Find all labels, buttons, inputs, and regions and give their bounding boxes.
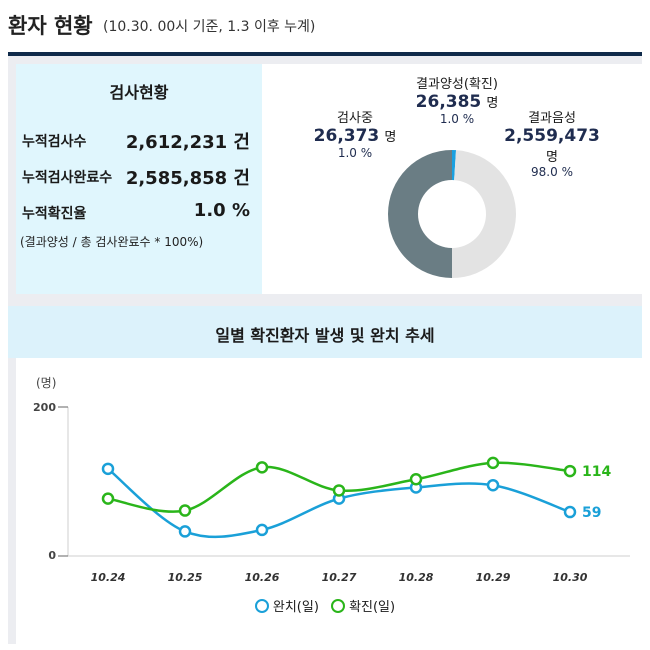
page-title: 환자 현황 bbox=[8, 14, 93, 38]
data-point[interactable] bbox=[255, 461, 269, 474]
data-point[interactable] bbox=[178, 525, 192, 538]
chart-legend: 완치(일) 확진(일) bbox=[0, 596, 650, 617]
testing-unit: 명 bbox=[384, 130, 397, 145]
legend-released-marker bbox=[254, 598, 269, 613]
donut-label-negative: 결과음성 2,559,473 명 98.0 % bbox=[492, 107, 612, 179]
y-axis-label: (명) bbox=[36, 376, 56, 390]
negative-unit: 명 bbox=[546, 150, 558, 165]
data-point[interactable] bbox=[101, 462, 115, 476]
test-summary-panel bbox=[16, 64, 262, 294]
x-tick-label: 10.26 bbox=[245, 571, 280, 584]
x-tick-label: 10.25 bbox=[168, 571, 203, 584]
x-tick-label: 10.29 bbox=[476, 571, 511, 584]
cumulative-positive-rate-value: 1.0 % bbox=[193, 200, 250, 221]
data-point[interactable] bbox=[178, 504, 192, 517]
page-header: 환자 현황 (10.30. 00시 기준, 1.3 이후 누계) bbox=[0, 0, 650, 52]
y-tick-label: 0 bbox=[48, 549, 56, 562]
positive-unit: 명 bbox=[486, 96, 499, 111]
donut-label-testing: 검사중 26,373 명 1.0 % bbox=[300, 107, 410, 160]
donut-label-positive: 결과양성(확진) 26,385 명 1.0 % bbox=[392, 73, 522, 126]
test-summary-title: 검사현황 bbox=[109, 83, 169, 102]
cumulative-positive-rate-label: 누적확진율 bbox=[22, 206, 87, 222]
cumulative-tests-value: 2,612,231 건 bbox=[125, 132, 250, 153]
data-point[interactable] bbox=[486, 478, 500, 492]
legend-item-released[interactable]: 완치(일) bbox=[254, 596, 319, 615]
positive-rate-formula: (결과양성 / 총 검사완료수 * 100%) bbox=[20, 235, 204, 249]
data-point[interactable] bbox=[101, 492, 115, 505]
data-point[interactable] bbox=[255, 523, 269, 537]
page-subtitle: (10.30. 00시 기준, 1.3 이후 누계) bbox=[103, 19, 316, 35]
legend-confirmed-marker bbox=[331, 598, 346, 613]
y-tick-label: 200 bbox=[33, 401, 56, 414]
data-point[interactable] bbox=[486, 456, 500, 470]
cumulative-completed-label: 누적검사완료수 bbox=[22, 170, 113, 186]
testing-pct: 1.0 % bbox=[337, 146, 373, 160]
header-divider bbox=[8, 52, 642, 56]
x-tick-label: 10.24 bbox=[91, 571, 126, 584]
x-tick-label: 10.28 bbox=[399, 571, 434, 584]
trend-chart-title: 일별 확진환자 발생 및 완치 추세 bbox=[215, 326, 435, 345]
testing-count: 26,373 bbox=[313, 126, 380, 146]
data-point[interactable] bbox=[332, 484, 346, 497]
positive-count: 26,385 bbox=[415, 92, 482, 112]
trend-chart-title-bar bbox=[8, 306, 642, 358]
series-end-label: 114 bbox=[582, 464, 611, 480]
cumulative-completed-value: 2,585,858 건 bbox=[125, 168, 250, 189]
legend-released-label: 완치(일) bbox=[272, 600, 319, 615]
positive-pct: 1.0 % bbox=[439, 112, 475, 126]
negative-pct: 98.0 % bbox=[531, 165, 573, 179]
legend-confirmed-label: 확진(일) bbox=[349, 600, 396, 615]
x-tick-label: 10.30 bbox=[553, 571, 588, 584]
cumulative-tests-label: 누적검사수 bbox=[22, 134, 87, 150]
negative-count: 2,559,473 bbox=[504, 126, 600, 146]
testing-name: 검사중 bbox=[337, 111, 373, 126]
data-point[interactable] bbox=[563, 464, 577, 478]
data-point[interactable] bbox=[409, 473, 423, 486]
x-tick-label: 10.27 bbox=[322, 571, 357, 584]
data-point[interactable] bbox=[563, 505, 577, 519]
legend-item-confirmed[interactable]: 확진(일) bbox=[331, 596, 395, 615]
negative-name: 결과음성 bbox=[528, 111, 576, 126]
trend-chart-panel bbox=[16, 306, 642, 644]
series-end-label: 59 bbox=[582, 505, 601, 521]
positive-name: 결과양성(확진) bbox=[416, 77, 498, 92]
